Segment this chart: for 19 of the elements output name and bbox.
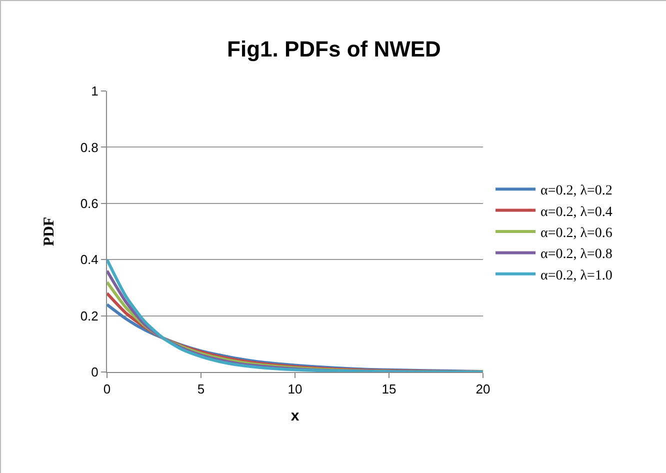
y-tick-label: 0.4 bbox=[80, 252, 98, 268]
x-axis-title: x bbox=[290, 408, 300, 425]
x-tick-label: 15 bbox=[382, 382, 396, 397]
legend-label: α=0.2, λ=0.6 bbox=[540, 226, 612, 241]
x-tick-label: 10 bbox=[288, 382, 302, 397]
chart-title: Fig1. PDFs of NWED bbox=[227, 36, 441, 62]
x-tick-label: 5 bbox=[197, 382, 205, 397]
x-tick-label: 0 bbox=[103, 382, 111, 397]
y-tick-label: 0.6 bbox=[80, 196, 98, 211]
legend-label: α=0.2, λ=0.2 bbox=[540, 184, 612, 199]
y-tick-label: 0.8 bbox=[80, 140, 98, 155]
x-tick-label: 20 bbox=[476, 382, 490, 397]
legend-label: α=0.2, λ=0.8 bbox=[540, 247, 612, 262]
y-axis-title: PDF bbox=[42, 216, 58, 246]
y-tick-label: 0.2 bbox=[80, 308, 98, 324]
legend-label: α=0.2, λ=0.4 bbox=[540, 204, 612, 220]
y-tick-label: 0 bbox=[91, 364, 98, 380]
legend-label: α=0.2, λ=1.0 bbox=[540, 268, 612, 284]
y-tick-label: 1 bbox=[91, 84, 98, 99]
